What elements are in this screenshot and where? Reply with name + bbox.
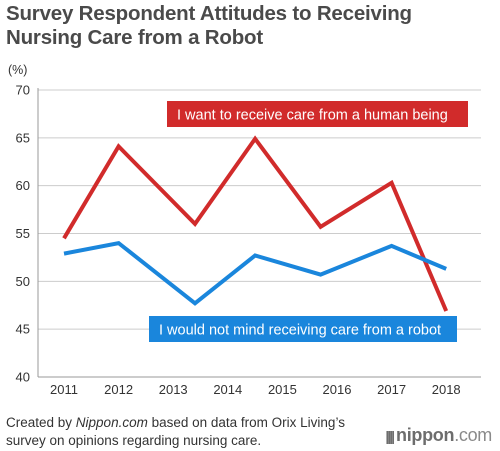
x-tick-label-2014: 2014 bbox=[213, 382, 242, 397]
x-tick-label-2015: 2015 bbox=[268, 382, 297, 397]
y-tick-label-50: 50 bbox=[16, 274, 30, 289]
x-tick-label-2012: 2012 bbox=[104, 382, 133, 397]
chart-title: Survey Respondent Attitudes to Receiving… bbox=[6, 2, 412, 50]
y-tick-label-60: 60 bbox=[16, 178, 30, 193]
y-tick-label-45: 45 bbox=[16, 322, 30, 337]
y-tick-label-40: 40 bbox=[16, 370, 30, 385]
series-line-human-care bbox=[62, 135, 449, 312]
brand-name: nippon bbox=[396, 425, 455, 445]
source-line-1-rest: based on data from Orix Living’s bbox=[147, 415, 345, 430]
axes: 40 45 50 55 60 65 70 (%) 2011 2012 2013 2014 2015 201… bbox=[8, 63, 481, 397]
y-axis-unit-label: (%) bbox=[8, 63, 27, 77]
chart-title-line-1: Survey Respondent Attitudes to Receiving bbox=[6, 2, 412, 25]
series-label-human-care-box bbox=[167, 101, 468, 127]
nippon-logo: |||| nippon.com bbox=[385, 425, 492, 446]
series-label-robot-care-box bbox=[149, 316, 457, 342]
source-site: Nippon.com bbox=[75, 415, 148, 430]
series-lines bbox=[62, 135, 449, 312]
brand-tld: .com bbox=[454, 425, 492, 445]
x-tick-label-2013: 2013 bbox=[159, 382, 188, 397]
source-note: Created by Nippon.com based on data from… bbox=[6, 414, 345, 450]
nippon-logo-icon: |||| bbox=[385, 428, 395, 444]
series-labels: I want to receive care from a human bein… bbox=[149, 101, 468, 342]
source-line-2: survey on opinions regarding nursing car… bbox=[6, 433, 262, 448]
x-tick-label-2016: 2016 bbox=[323, 382, 352, 397]
x-tick-label-2011: 2011 bbox=[50, 382, 78, 397]
x-tick-label-2017: 2017 bbox=[377, 382, 406, 397]
y-tick-label-70: 70 bbox=[16, 83, 30, 98]
series-line-robot-care bbox=[63, 240, 447, 306]
x-tick-label-2018: 2018 bbox=[432, 382, 461, 397]
chart-title-line-2: Nursing Care from a Robot bbox=[6, 26, 263, 49]
source-prefix: Created by bbox=[6, 415, 76, 430]
series-label-human-care-text: I want to receive care from a human bein… bbox=[177, 108, 448, 124]
y-tick-label-55: 55 bbox=[16, 226, 30, 241]
series-label-robot-care-text: I would not mind receiving care from a r… bbox=[159, 323, 441, 339]
y-tick-label-65: 65 bbox=[16, 130, 30, 145]
